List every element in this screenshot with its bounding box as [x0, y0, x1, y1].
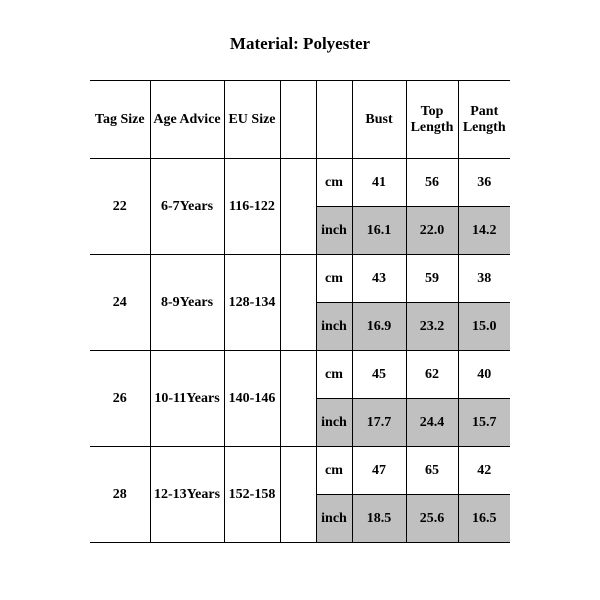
col-blank-2 — [316, 81, 352, 159]
cell-tag-size: 24 — [90, 255, 150, 351]
cell-top-cm: 59 — [406, 255, 458, 303]
table-row: 2610-11Years140-146cm456240 — [90, 351, 510, 399]
cell-age-advice: 10-11Years — [150, 351, 224, 447]
cell-top-inch: 25.6 — [406, 495, 458, 543]
cell-age-advice: 6-7Years — [150, 159, 224, 255]
col-age-advice: Age Advice — [150, 81, 224, 159]
cell-eu-size: 152-158 — [224, 447, 280, 543]
cell-pant-cm: 36 — [458, 159, 510, 207]
cell-tag-size: 28 — [90, 447, 150, 543]
cell-unit-inch: inch — [316, 207, 352, 255]
cell-pant-cm: 40 — [458, 351, 510, 399]
cell-blank — [280, 159, 316, 255]
col-tag-size: Tag Size — [90, 81, 150, 159]
col-pant-length: Pant Length — [458, 81, 510, 159]
cell-eu-size: 116-122 — [224, 159, 280, 255]
table-row: 2812-13Years152-158cm476542 — [90, 447, 510, 495]
cell-unit-cm: cm — [316, 351, 352, 399]
cell-eu-size: 128-134 — [224, 255, 280, 351]
cell-unit-inch: inch — [316, 495, 352, 543]
cell-age-advice: 8-9Years — [150, 255, 224, 351]
cell-bust-inch: 17.7 — [352, 399, 406, 447]
col-eu-size: EU Size — [224, 81, 280, 159]
cell-unit-cm: cm — [316, 447, 352, 495]
cell-pant-cm: 38 — [458, 255, 510, 303]
cell-tag-size: 26 — [90, 351, 150, 447]
cell-bust-cm: 47 — [352, 447, 406, 495]
cell-eu-size: 140-146 — [224, 351, 280, 447]
cell-pant-inch: 15.0 — [458, 303, 510, 351]
col-bust: Bust — [352, 81, 406, 159]
cell-bust-cm: 45 — [352, 351, 406, 399]
col-blank-1 — [280, 81, 316, 159]
cell-unit-inch: inch — [316, 303, 352, 351]
cell-blank — [280, 447, 316, 543]
cell-top-cm: 56 — [406, 159, 458, 207]
cell-top-inch: 23.2 — [406, 303, 458, 351]
cell-pant-inch: 15.7 — [458, 399, 510, 447]
cell-bust-inch: 16.1 — [352, 207, 406, 255]
cell-top-inch: 22.0 — [406, 207, 458, 255]
cell-bust-cm: 41 — [352, 159, 406, 207]
cell-top-cm: 65 — [406, 447, 458, 495]
cell-tag-size: 22 — [90, 159, 150, 255]
table-header-row: Tag Size Age Advice EU Size Bust Top Len… — [90, 81, 510, 159]
cell-pant-inch: 16.5 — [458, 495, 510, 543]
cell-pant-inch: 14.2 — [458, 207, 510, 255]
cell-unit-cm: cm — [316, 159, 352, 207]
cell-top-inch: 24.4 — [406, 399, 458, 447]
cell-bust-inch: 18.5 — [352, 495, 406, 543]
table-row: 248-9Years128-134cm435938 — [90, 255, 510, 303]
cell-age-advice: 12-13Years — [150, 447, 224, 543]
cell-pant-cm: 42 — [458, 447, 510, 495]
cell-blank — [280, 255, 316, 351]
cell-bust-inch: 16.9 — [352, 303, 406, 351]
cell-blank — [280, 351, 316, 447]
cell-top-cm: 62 — [406, 351, 458, 399]
table-row: 226-7Years116-122cm415636 — [90, 159, 510, 207]
col-top-length: Top Length — [406, 81, 458, 159]
cell-bust-cm: 43 — [352, 255, 406, 303]
page-title: Material: Polyester — [0, 0, 600, 80]
size-table: Tag Size Age Advice EU Size Bust Top Len… — [90, 80, 510, 543]
cell-unit-inch: inch — [316, 399, 352, 447]
cell-unit-cm: cm — [316, 255, 352, 303]
